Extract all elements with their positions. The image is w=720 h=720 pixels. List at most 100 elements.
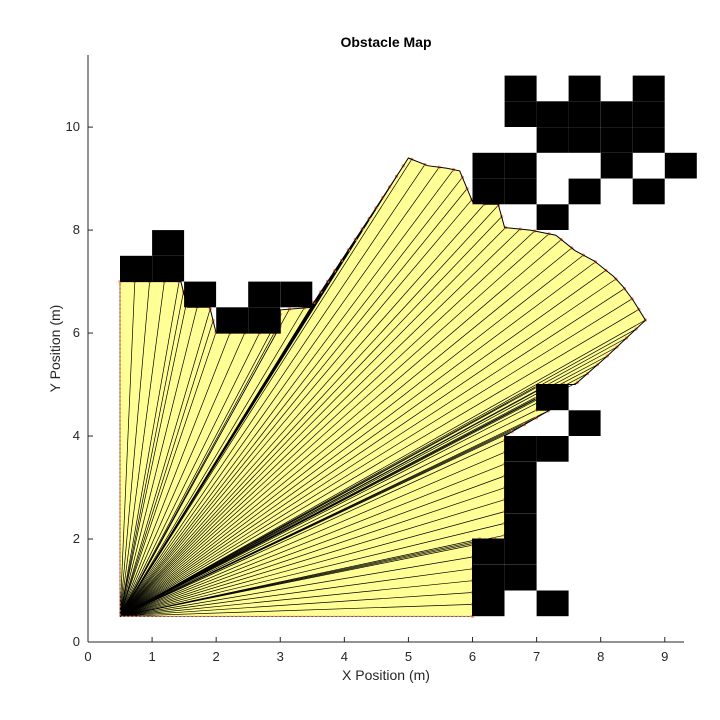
occupied-cell <box>504 487 537 514</box>
occupied-cell <box>536 384 569 411</box>
scan-hit-point <box>593 260 598 264</box>
scan-ray <box>119 580 473 617</box>
scan-ray <box>119 288 625 617</box>
x-tick-label: 9 <box>661 649 668 664</box>
occupied-cell <box>472 590 505 617</box>
occupied-cell <box>632 101 665 127</box>
scan-hit-point <box>360 227 364 231</box>
occupied-cell <box>152 230 185 256</box>
x-tick-label: 2 <box>213 649 220 664</box>
scan-rays <box>119 159 646 617</box>
scan-hit-point <box>622 286 627 291</box>
scan-ray <box>119 319 646 617</box>
scan-hit-point <box>634 327 638 331</box>
scan-ray <box>119 164 426 617</box>
scan-ray <box>119 355 608 617</box>
occupied-cells-layer <box>120 75 697 617</box>
scan-hit-point <box>585 371 590 376</box>
occupied-cell <box>504 436 537 462</box>
scan-ray <box>119 308 211 617</box>
scan-hit-point <box>353 237 357 241</box>
scan-ray <box>119 320 214 617</box>
occupied-cell <box>504 564 537 591</box>
occupied-cell <box>504 513 537 539</box>
scan-hit-point <box>637 307 641 311</box>
occupied-cell <box>184 281 217 308</box>
scan-ray <box>119 314 281 617</box>
occupied-cell <box>536 204 569 230</box>
occupied-cell <box>568 101 601 127</box>
occupied-cell <box>600 127 633 153</box>
scan-hit-point <box>387 185 392 189</box>
scan-ray <box>119 203 485 617</box>
scan-ray <box>119 511 505 617</box>
scan-ray <box>119 556 473 617</box>
occupied-cell <box>472 539 505 565</box>
scan-ray <box>119 199 472 617</box>
scan-hit-point <box>332 269 337 273</box>
scan-ray <box>119 188 468 617</box>
scan-ray <box>119 384 550 617</box>
scan-ray <box>119 298 633 617</box>
scan-ray <box>119 281 180 617</box>
occupied-cell <box>152 255 185 282</box>
scan-ray <box>119 281 150 617</box>
scan-ray <box>119 239 562 617</box>
occupied-cell <box>504 461 537 488</box>
occupied-cell <box>632 127 665 153</box>
scan-ray <box>119 538 480 617</box>
scan-ray <box>119 332 231 617</box>
scan-hit-point <box>319 290 323 294</box>
scan-ray <box>119 308 290 617</box>
scan-ray <box>119 440 505 617</box>
occupied-cell <box>472 152 505 179</box>
scan-area <box>120 158 646 617</box>
scan-ray <box>119 278 617 617</box>
scan-hit-point <box>394 174 399 178</box>
y-tick-label: 4 <box>73 428 80 443</box>
scan-ray <box>119 397 537 617</box>
scan-ray <box>119 309 639 617</box>
scan-hit-point <box>339 258 344 262</box>
occupied-cell <box>632 178 665 205</box>
occupied-cell <box>472 564 505 591</box>
scan-ray <box>119 592 473 617</box>
occupied-cell <box>504 101 537 127</box>
occupied-cell <box>568 127 601 153</box>
occupied-cell <box>536 101 569 127</box>
occupied-cell <box>600 152 633 179</box>
scan-ray <box>119 281 136 617</box>
scan-ray <box>119 409 537 617</box>
scan-hit-point <box>581 253 586 257</box>
scan-hit-point <box>605 354 609 358</box>
scan-ray <box>119 475 505 617</box>
scan-ray <box>119 233 550 617</box>
scan-hit-point <box>326 279 330 283</box>
occupied-cell <box>280 281 313 308</box>
occupied-cell <box>568 75 601 102</box>
axes-layer: 0 1 2 3 4 5 6 7 8 9 0 2 4 6 8 10 <box>66 55 684 664</box>
x-axis-label: X Position (m) <box>342 667 430 683</box>
scan-hit-point <box>367 216 371 221</box>
scan-hit-point <box>630 297 634 301</box>
scan-ray <box>119 381 578 617</box>
scan-hit-point <box>510 430 514 434</box>
x-tick-label: 4 <box>341 649 348 664</box>
occupied-cell <box>472 178 505 205</box>
scan-ray <box>119 165 404 617</box>
scan-ray <box>119 159 412 617</box>
y-tick-label: 2 <box>73 531 80 546</box>
scan-ray <box>119 463 505 617</box>
occupied-cell <box>216 307 249 333</box>
scan-ray <box>119 544 473 617</box>
scan-hit-point <box>346 248 350 252</box>
scan-ray <box>119 166 440 617</box>
occupied-cell <box>536 436 569 462</box>
scan-ray <box>119 523 505 617</box>
occupied-cell <box>568 410 601 436</box>
scan-hit-point <box>575 380 580 384</box>
scan-hit-point <box>570 246 574 250</box>
scan-ray <box>119 303 187 617</box>
y-tick-label: 0 <box>73 634 80 649</box>
